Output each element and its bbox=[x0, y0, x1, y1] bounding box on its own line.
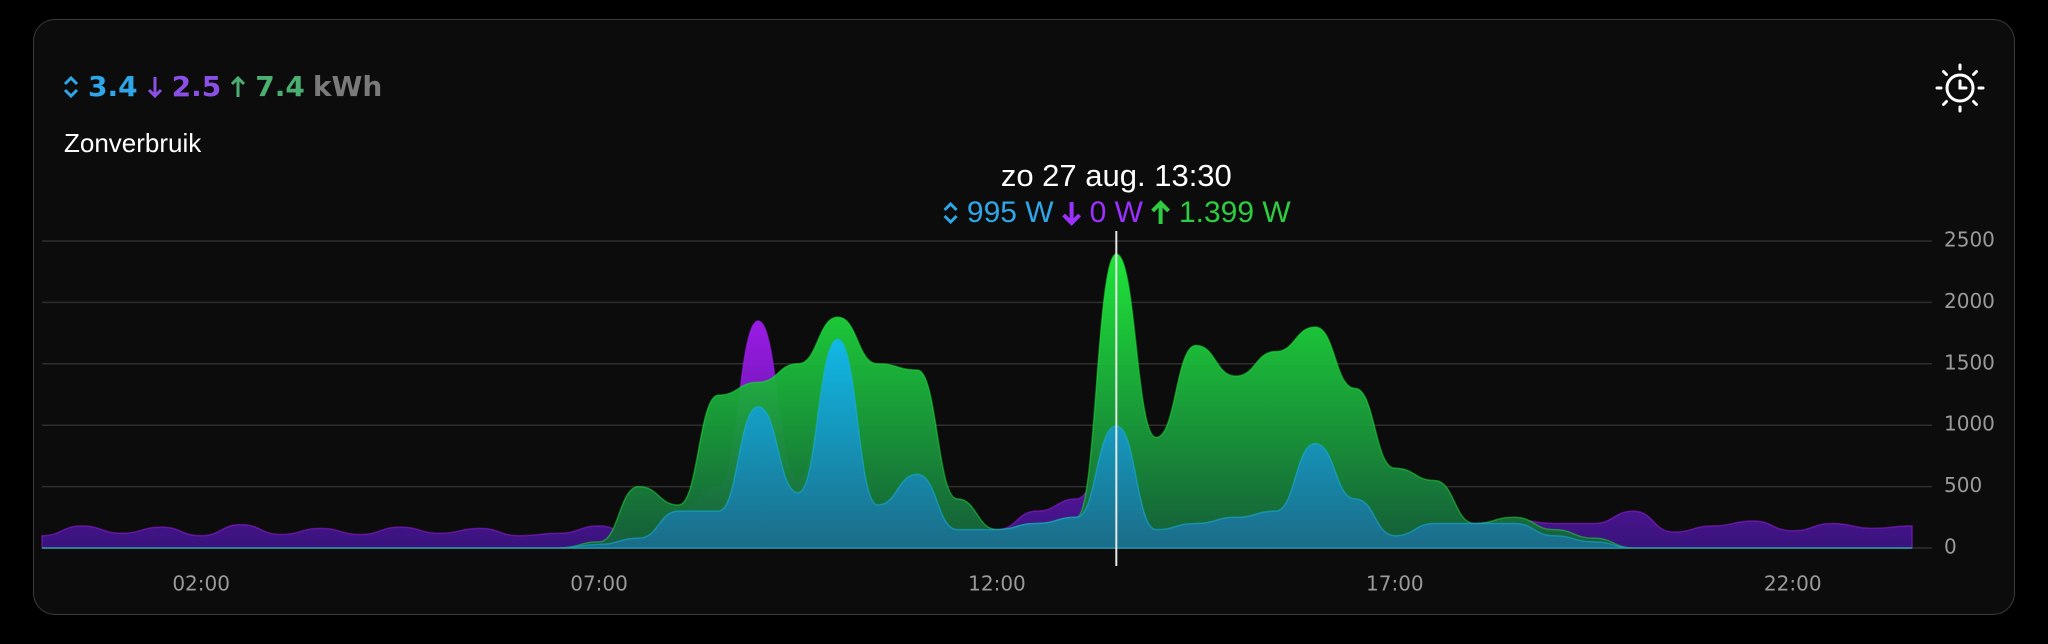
tooltip-title: zo 27 aug. 13:30 bbox=[1000, 158, 1232, 193]
y-tick-label: 1500 bbox=[1944, 350, 1995, 374]
summary-value: 2.5 bbox=[171, 70, 222, 103]
import-icon bbox=[147, 76, 162, 98]
y-tick-label: 2000 bbox=[1944, 289, 1995, 313]
summary-unit: kWh bbox=[312, 70, 383, 103]
y-tick-label: 1000 bbox=[1944, 412, 1995, 436]
export-icon bbox=[1151, 200, 1171, 224]
self-use-icon bbox=[943, 201, 958, 225]
y-tick-label: 500 bbox=[1944, 473, 1982, 497]
settings-icon[interactable] bbox=[1935, 63, 1985, 113]
area bbox=[41, 253, 1913, 549]
x-tick-label: 02:00 bbox=[172, 572, 230, 596]
y-tick-label: 2500 bbox=[1944, 228, 1995, 252]
area bbox=[41, 338, 1913, 549]
tooltip: zo 27 aug. 13:30 995 W 0 W 1.399 W bbox=[942, 158, 1291, 230]
summary: 3.4 2.5 7.4 kWh bbox=[62, 70, 382, 103]
tooltip-value: 0 W bbox=[1089, 196, 1143, 229]
summary-value: 7.4 bbox=[255, 70, 305, 103]
import-icon bbox=[1062, 202, 1082, 226]
card-title: Zonverbruik bbox=[64, 128, 202, 158]
x-tick-label: 12:00 bbox=[968, 572, 1026, 596]
self-use-icon bbox=[63, 75, 79, 98]
x-tick-label: 07:00 bbox=[570, 572, 628, 596]
x-tick-label: 17:00 bbox=[1366, 572, 1424, 596]
tooltip-value: 1.399 W bbox=[1178, 196, 1291, 229]
y-tick-label: 0 bbox=[1944, 535, 1957, 559]
export-icon bbox=[231, 75, 246, 97]
x-tick-label: 22:00 bbox=[1764, 572, 1822, 596]
tooltip-value: 995 W bbox=[966, 196, 1054, 229]
tooltip-row: 995 W 0 W 1.399 W bbox=[942, 196, 1291, 230]
summary-value: 3.4 bbox=[88, 70, 138, 103]
